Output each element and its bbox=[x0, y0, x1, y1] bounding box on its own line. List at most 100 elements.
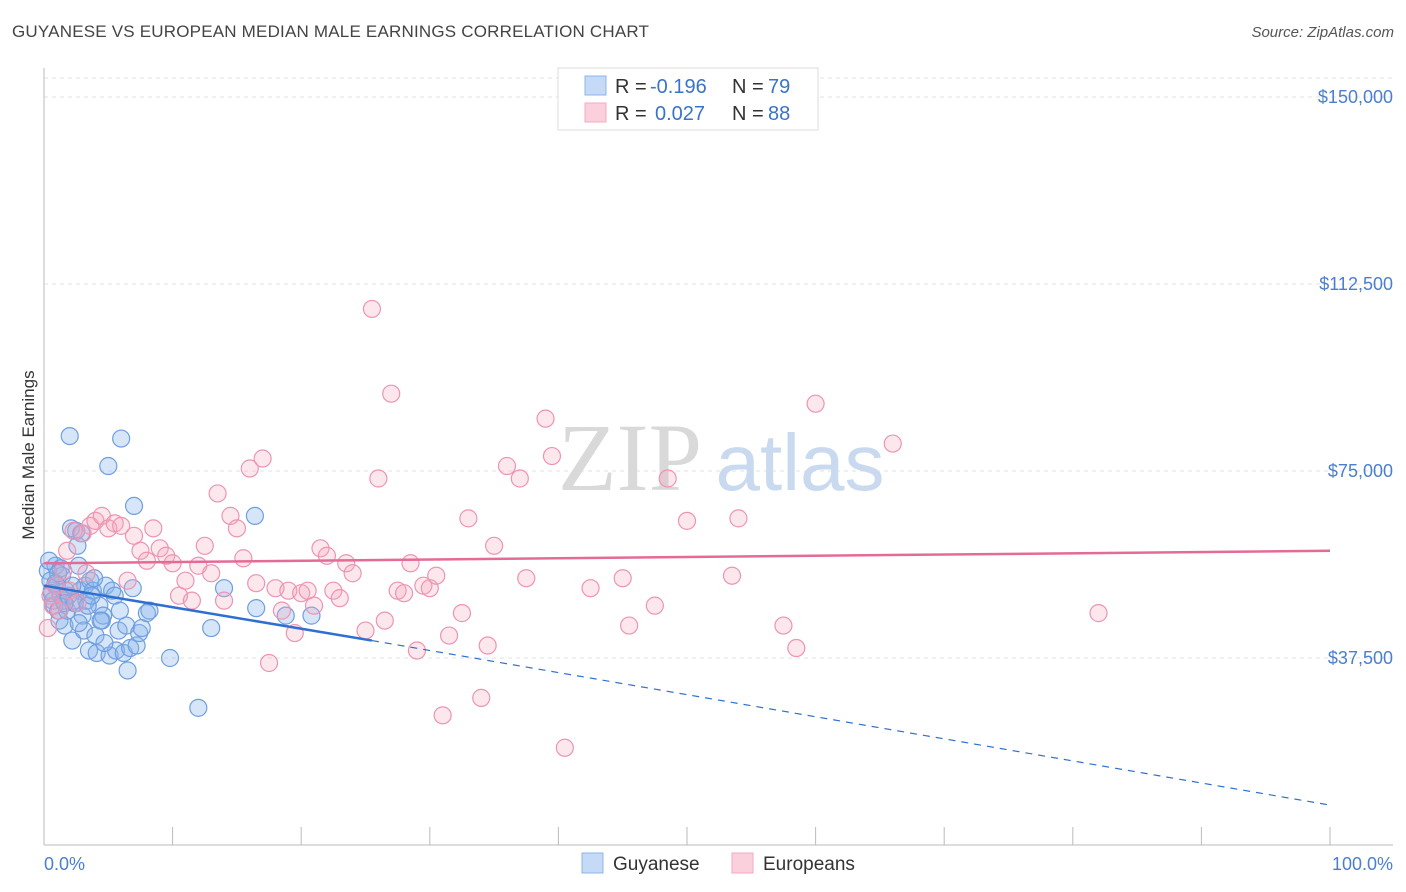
legend-r-guyanese: -0.196 bbox=[650, 76, 707, 98]
point-europeans bbox=[497, 456, 517, 476]
point-guyanese bbox=[214, 579, 234, 598]
legend-swatch-europeans bbox=[584, 102, 607, 123]
point-guyanese bbox=[202, 618, 221, 638]
point-europeans bbox=[227, 519, 246, 538]
legend-r-label-guyanese: R = bbox=[615, 76, 647, 98]
point-europeans bbox=[356, 621, 375, 640]
point-europeans bbox=[253, 449, 272, 468]
point-europeans bbox=[375, 611, 394, 630]
point-europeans bbox=[517, 569, 536, 588]
point-europeans bbox=[330, 589, 349, 608]
point-guyanese bbox=[69, 613, 88, 633]
point-europeans bbox=[439, 626, 459, 645]
point-guyanese bbox=[189, 698, 208, 717]
bottom-legend: Guyanese Europeans bbox=[581, 852, 855, 875]
point-europeans bbox=[54, 561, 73, 580]
y-tick-labels: $37,500 $75,000 $112,500 $150,000 bbox=[1318, 87, 1393, 668]
y-tick-label: $37,500 bbox=[1328, 648, 1393, 668]
legend-n-label-guyanese: N = bbox=[732, 76, 764, 98]
point-europeans bbox=[478, 636, 497, 655]
x-tick-label-max: 100.0% bbox=[1332, 854, 1393, 874]
point-europeans bbox=[324, 581, 343, 600]
point-europeans bbox=[208, 484, 227, 503]
point-europeans bbox=[259, 653, 279, 673]
legend-n-europeans: 88 bbox=[768, 103, 790, 125]
bottom-legend-swatch-europeans bbox=[731, 852, 754, 874]
point-europeans bbox=[234, 549, 253, 568]
point-europeans bbox=[729, 509, 748, 528]
point-europeans bbox=[77, 564, 96, 583]
bottom-legend-guyanese: Guyanese bbox=[613, 854, 700, 875]
point-europeans bbox=[787, 638, 806, 658]
point-europeans bbox=[58, 541, 77, 560]
point-guyanese bbox=[124, 496, 144, 516]
point-europeans bbox=[510, 469, 529, 488]
point-europeans bbox=[806, 394, 825, 413]
point-europeans bbox=[485, 536, 504, 555]
legend-n-guyanese: 79 bbox=[768, 76, 790, 98]
point-guyanese bbox=[160, 648, 180, 668]
points-layer bbox=[38, 299, 1108, 757]
point-europeans bbox=[137, 551, 156, 570]
trendline-guyanese-projection bbox=[371, 639, 1331, 806]
point-europeans bbox=[214, 591, 234, 610]
point-europeans bbox=[722, 566, 742, 585]
point-guyanese bbox=[60, 426, 79, 446]
point-europeans bbox=[337, 554, 356, 573]
legend-box: R = -0.196 N = 79 R = 0.027 N = 88 bbox=[557, 67, 819, 131]
legend-swatch-guyanese bbox=[584, 75, 607, 96]
point-europeans bbox=[311, 539, 330, 558]
point-europeans bbox=[343, 564, 362, 583]
point-europeans bbox=[536, 409, 555, 428]
point-europeans bbox=[304, 596, 324, 615]
point-europeans bbox=[131, 541, 150, 560]
point-europeans bbox=[459, 509, 478, 528]
trendlines-layer bbox=[43, 549, 1331, 806]
point-europeans bbox=[581, 579, 600, 598]
point-guyanese bbox=[63, 631, 82, 650]
point-europeans bbox=[81, 516, 100, 535]
point-europeans bbox=[401, 554, 420, 573]
bottom-legend-swatch-guyanese bbox=[581, 852, 604, 874]
point-guyanese bbox=[99, 456, 118, 476]
point-europeans bbox=[73, 524, 92, 543]
source-label: Source: ZipAtlas.com bbox=[1251, 24, 1394, 41]
point-europeans bbox=[298, 581, 317, 600]
point-europeans bbox=[407, 641, 427, 660]
watermark-zip: ZIP bbox=[558, 404, 702, 511]
point-guyanese bbox=[94, 606, 113, 625]
point-europeans bbox=[620, 616, 639, 635]
y-axis-label: Median Male Earnings bbox=[19, 370, 38, 539]
point-guyanese bbox=[245, 506, 265, 525]
x-axis-ticks bbox=[43, 827, 1331, 845]
point-guyanese bbox=[112, 429, 131, 448]
legend-n-label-europeans: N = bbox=[732, 103, 764, 125]
chart-title: GUYANESE VS EUROPEAN MEDIAN MALE EARNING… bbox=[12, 22, 650, 41]
trendline-europeans bbox=[43, 549, 1331, 565]
point-guyanese bbox=[247, 599, 266, 618]
point-europeans bbox=[50, 601, 69, 620]
point-guyanese bbox=[118, 661, 137, 680]
point-europeans bbox=[272, 601, 292, 620]
legend-r-europeans: 0.027 bbox=[655, 103, 705, 125]
y-tick-label: $112,500 bbox=[1319, 274, 1393, 294]
point-europeans bbox=[38, 618, 57, 638]
point-europeans bbox=[362, 299, 382, 319]
point-europeans bbox=[369, 469, 388, 488]
point-europeans bbox=[658, 469, 677, 488]
point-europeans bbox=[68, 594, 87, 613]
point-europeans bbox=[883, 434, 902, 453]
point-guyanese bbox=[110, 601, 129, 620]
point-europeans bbox=[182, 591, 201, 610]
point-europeans bbox=[176, 571, 195, 590]
point-europeans bbox=[433, 706, 452, 725]
point-europeans bbox=[202, 564, 221, 583]
point-europeans bbox=[112, 516, 131, 535]
point-europeans bbox=[774, 616, 793, 635]
point-europeans bbox=[382, 384, 401, 403]
point-europeans bbox=[394, 584, 414, 603]
point-europeans bbox=[118, 571, 137, 590]
point-europeans bbox=[157, 546, 176, 565]
point-europeans bbox=[1089, 604, 1108, 623]
